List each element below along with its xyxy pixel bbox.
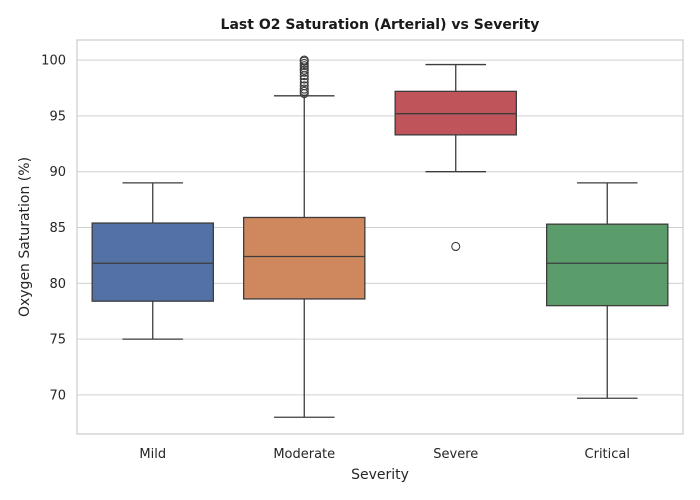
x-tick-label-mild: Mild [139,447,166,462]
plot-area [91,55,669,418]
x-tick-labels: Mild Moderate Severe Critical [139,447,630,462]
box-mild [91,222,214,302]
outlier-moderate-5 [299,74,309,84]
y-axis-title: Oxygen Saturation (%) [17,157,33,317]
y-tick-labels: 70 75 80 85 90 95 100 [41,54,66,404]
box-group-moderate [242,55,366,418]
outlier-moderate-4 [299,77,309,87]
y-tick-label-100: 100 [41,54,66,69]
outlier-moderate-13 [299,55,309,65]
x-tick-label-critical: Critical [585,447,630,462]
outlier-moderate-10 [299,61,309,71]
y-tick-label-90: 90 [49,165,66,180]
x-tick-label-severe: Severe [433,447,478,462]
chart-title: Last O2 Saturation (Arterial) vs Severit… [221,17,540,33]
y-tick-label-70: 70 [49,388,66,403]
outlier-moderate-2 [299,84,309,94]
box-group-critical [546,182,669,399]
outlier-moderate-8 [299,65,309,75]
box-group-severe [394,63,517,252]
box-critical [546,223,669,307]
outlier-moderate-7 [299,67,309,77]
outlier-severe-0 [451,241,461,252]
x-tick-label-moderate: Moderate [273,447,335,462]
y-tick-label-85: 85 [49,221,66,236]
outlier-moderate-11 [299,58,309,68]
x-axis-title: Severity [351,467,409,483]
outlier-moderate-3 [299,81,309,91]
box-moderate [242,216,366,300]
outlier-moderate-1 [299,86,309,96]
box-group-mild [91,182,214,340]
plot-frame [76,39,684,435]
y-tick-label-95: 95 [49,109,66,124]
y-tick-label-80: 80 [49,277,66,292]
y-tick-label-75: 75 [49,333,66,348]
